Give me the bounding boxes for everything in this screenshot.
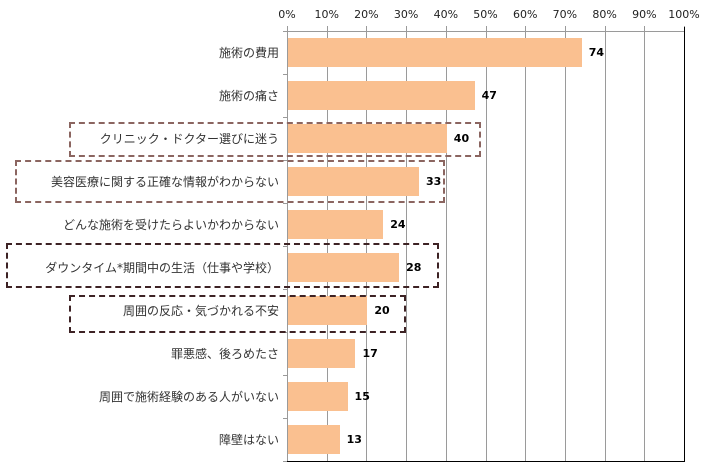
x-axis-tick-mark bbox=[644, 26, 645, 31]
gridline bbox=[366, 31, 367, 461]
x-axis-tick-mark bbox=[565, 26, 566, 31]
x-axis-tick-mark bbox=[605, 26, 606, 31]
bar bbox=[288, 425, 340, 454]
y-axis-tick-mark bbox=[283, 203, 287, 204]
value-label: 33 bbox=[426, 175, 442, 188]
value-label: 20 bbox=[374, 304, 390, 317]
x-axis-tick-label: 0% bbox=[278, 8, 296, 21]
y-axis-tick-mark bbox=[283, 375, 287, 376]
category-label: クリニック・ドクター選びに迷う bbox=[99, 132, 279, 146]
category-label: どんな施術を受けたらよいかわからない bbox=[62, 218, 279, 232]
category-label: 周囲の反応・気づかれる不安 bbox=[122, 304, 279, 318]
bar bbox=[288, 81, 475, 110]
gridline bbox=[525, 31, 526, 461]
x-axis-tick-mark bbox=[327, 26, 328, 31]
bar bbox=[288, 253, 400, 282]
x-axis-tick-label: 60% bbox=[512, 8, 538, 21]
highlight-box bbox=[6, 243, 439, 288]
x-axis-tick-label: 50% bbox=[473, 8, 498, 21]
value-label: 40 bbox=[453, 132, 470, 145]
value-label: 24 bbox=[390, 218, 406, 231]
x-axis-tick-label: 90% bbox=[632, 8, 657, 21]
bar bbox=[288, 339, 356, 368]
category-label: 周囲で施術経験のある人がいない bbox=[98, 390, 279, 404]
gridline bbox=[406, 31, 407, 461]
x-axis-tick-label: 70% bbox=[552, 8, 578, 21]
category-label: ダウンタイム*期間中の生活（仕事や学校） bbox=[45, 261, 279, 275]
y-axis-tick-mark bbox=[283, 246, 287, 247]
x-axis-line bbox=[287, 31, 684, 32]
category-label: 施術の費用 bbox=[218, 46, 279, 60]
y-axis-tick-mark bbox=[283, 74, 287, 75]
x-axis-tick-mark bbox=[486, 26, 487, 31]
value-label: 17 bbox=[362, 347, 378, 360]
value-label: 47 bbox=[481, 89, 497, 102]
highlight-box bbox=[69, 122, 481, 157]
value-label: 15 bbox=[354, 390, 370, 403]
gridline bbox=[446, 31, 447, 461]
y-axis-tick-mark bbox=[283, 289, 287, 290]
y-axis-tick-mark bbox=[283, 418, 287, 419]
gridline bbox=[605, 31, 606, 461]
category-label: 施術の痛さ bbox=[218, 89, 279, 103]
x-axis-tick-label: 10% bbox=[314, 8, 339, 21]
x-axis-tick-mark bbox=[366, 26, 367, 31]
bar bbox=[288, 38, 582, 67]
bar bbox=[288, 210, 384, 239]
x-axis-tick-label: 80% bbox=[592, 8, 617, 21]
x-axis-tick-label: 40% bbox=[433, 8, 459, 21]
value-label: 28 bbox=[406, 261, 422, 274]
bar bbox=[288, 296, 368, 325]
value-label: 74 bbox=[588, 46, 605, 59]
value-label: 13 bbox=[346, 433, 362, 446]
gridline bbox=[486, 31, 487, 461]
category-label: 障壁はない bbox=[218, 433, 279, 447]
gridline bbox=[565, 31, 566, 461]
bar bbox=[288, 167, 419, 196]
y-axis-tick-mark bbox=[283, 461, 287, 462]
x-axis-tick-label: 30% bbox=[393, 8, 419, 21]
x-axis-tick-label: 20% bbox=[354, 8, 379, 21]
bar bbox=[288, 124, 447, 153]
x-axis-tick-mark bbox=[525, 26, 526, 31]
gridline bbox=[644, 31, 645, 461]
plot-border-right bbox=[684, 27, 685, 462]
category-label: 罪悪感、後ろめたさ bbox=[170, 347, 279, 361]
bar bbox=[288, 382, 348, 411]
x-axis-tick-mark bbox=[446, 26, 447, 31]
gridline bbox=[327, 31, 328, 461]
y-axis-tick-mark bbox=[283, 31, 287, 32]
x-axis-tick-mark bbox=[406, 26, 407, 31]
category-label: 美容医療に関する正確な情報がわからない bbox=[50, 175, 279, 189]
highlight-box bbox=[15, 160, 445, 203]
highlight-box bbox=[69, 295, 406, 333]
plot-border-bottom bbox=[283, 461, 685, 462]
y-axis-tick-mark bbox=[283, 117, 287, 118]
x-axis-tick-label: 100% bbox=[668, 8, 700, 21]
